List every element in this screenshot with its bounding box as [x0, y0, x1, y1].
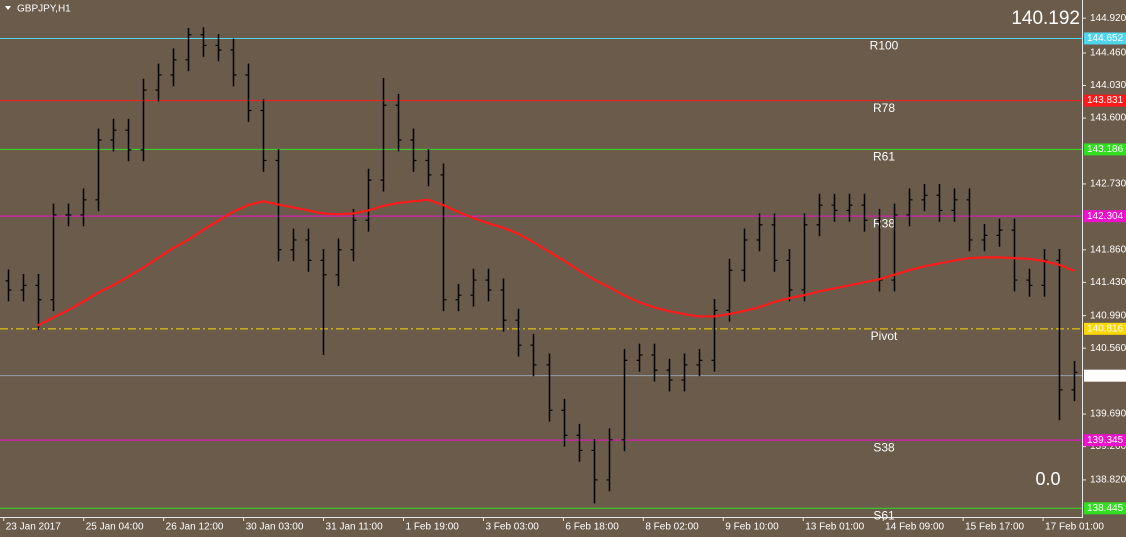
level-price-box: [1084, 322, 1126, 335]
x-tick-label: 23 Jan 2017: [6, 522, 61, 533]
y-tick-label: 139.260: [1090, 441, 1126, 452]
x-tick-label: 31 Jan 11:00: [326, 522, 384, 533]
level-price-label: 140.816: [1087, 323, 1124, 334]
y-tick-label: 144.920: [1090, 13, 1126, 24]
level-price-label: 144.652: [1087, 33, 1124, 44]
level-price-label: 138.445: [1087, 503, 1124, 514]
y-tick-label: 144.030: [1090, 80, 1126, 91]
level-price-box: [1084, 210, 1126, 223]
x-tick-label: 8 Feb 02:00: [645, 522, 699, 533]
level-price-label: 143.831: [1087, 95, 1124, 106]
y-tick-label: 141.430: [1090, 277, 1126, 288]
level-price-box: [1084, 94, 1126, 107]
bid-price: 140.192: [1011, 8, 1080, 29]
level-price-box: [1084, 502, 1126, 515]
x-tick-label: 6 Feb 18:00: [565, 522, 619, 533]
chart-title: GBPJPY,H1: [17, 4, 71, 15]
level-price-label: 139.345: [1087, 435, 1124, 446]
level-label: Pivot: [871, 329, 898, 343]
menu-arrow[interactable]: [5, 6, 11, 10]
y-tick-label: 138.820: [1090, 475, 1126, 486]
x-tick-label: 15 Feb 17:00: [965, 522, 1024, 533]
y-tick-label: 144.460: [1090, 48, 1126, 59]
moving-average: [37, 198, 1075, 327]
x-tick-label: 30 Jan 03:00: [246, 522, 304, 533]
level-price-label: 142.304: [1087, 211, 1124, 222]
y-tick-label: 140.560: [1090, 343, 1126, 354]
level-label: S61: [873, 508, 895, 522]
level-label: R38: [873, 216, 895, 230]
y-tick-label: 140.990: [1090, 310, 1126, 321]
y-tick-label: 139.690: [1090, 409, 1126, 420]
x-tick-label: 1 Feb 19:00: [405, 522, 459, 533]
last-price-box: [1084, 369, 1126, 382]
y-tick-label: 141.860: [1090, 244, 1126, 255]
level-price-label: 143.186: [1087, 144, 1124, 155]
level-price-box: [1084, 32, 1126, 45]
level-label: R78: [873, 101, 895, 115]
x-tick-label: 25 Jan 04:00: [86, 522, 144, 533]
last-price-label: 140.197: [1087, 370, 1124, 381]
y-tick-label: 142.730: [1090, 179, 1126, 190]
x-tick-label: 3 Feb 03:00: [485, 522, 539, 533]
level-label: R100: [870, 39, 899, 53]
x-tick-label: 13 Feb 01:00: [805, 522, 864, 533]
y-tick-label: 143.600: [1090, 113, 1126, 124]
level-price-box: [1084, 143, 1126, 156]
x-tick-label: 17 Feb 01:00: [1045, 522, 1104, 533]
x-tick-label: 14 Feb 09:00: [885, 522, 944, 533]
counter: 0.0: [1035, 469, 1060, 489]
level-label: R61: [873, 150, 895, 164]
level-label: S38: [873, 440, 895, 454]
x-tick-label: 9 Feb 10:00: [725, 522, 779, 533]
x-tick-label: 26 Jan 12:00: [166, 522, 224, 533]
level-price-box: [1084, 434, 1126, 447]
